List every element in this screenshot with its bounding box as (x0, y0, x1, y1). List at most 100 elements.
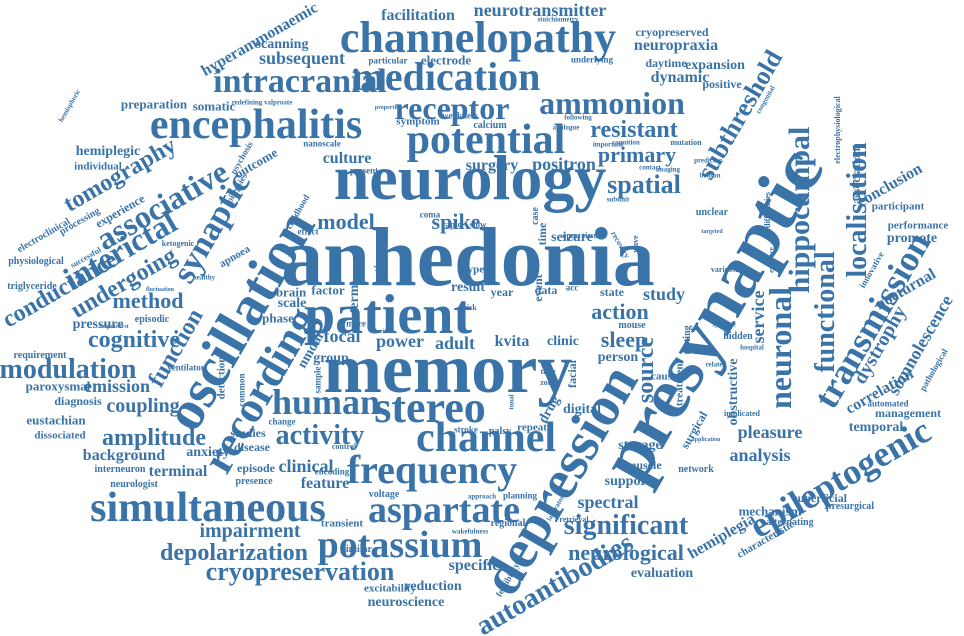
word-presurgical: presurgical (825, 501, 875, 512)
word-contact: contact (639, 163, 661, 172)
word-repeat: repeat (517, 421, 547, 434)
word-clinical: clinical (278, 456, 334, 476)
word-kvita: kvita (494, 333, 530, 350)
word-neuropraxia: neuropraxia (633, 37, 719, 54)
word-human: human (271, 382, 381, 422)
word-clinic: clinic (547, 334, 579, 349)
word-episode: episode (236, 461, 276, 475)
word-significant: significant (563, 510, 689, 541)
word-predictor: predictor (694, 156, 722, 165)
word-phase: phase (262, 310, 294, 326)
word-evaluation: evaluation (630, 566, 694, 581)
word-background: background (82, 447, 166, 464)
word-nanoscale: nanoscale (303, 138, 341, 149)
word-encephalitis: encephalitis (149, 102, 363, 148)
word-redefining-valproate: redefining valproate (231, 98, 293, 107)
word-impairment: impairment (199, 520, 301, 542)
word-aspartate: aspartate (368, 489, 520, 531)
word-dissociated: dissociated (34, 429, 86, 442)
word-daytime: daytime (645, 56, 687, 70)
word-spatial: spatial (607, 170, 681, 199)
word-resistant: resistant (590, 117, 678, 143)
word-performance: performance (887, 219, 949, 232)
word-rating: rating (371, 252, 385, 284)
word-slow: slow (469, 219, 487, 230)
word-difficulties: difficulties (763, 192, 772, 228)
word-factor: factor (311, 282, 345, 298)
word-network: network (678, 464, 714, 475)
word-dynamic: dynamic (650, 69, 710, 86)
word-type: type (463, 263, 485, 276)
word-hidden: hidden (723, 331, 753, 342)
word-temporal: temporal (848, 420, 904, 435)
word-positive: positive (702, 77, 742, 91)
word-approach: approach (467, 492, 497, 501)
word-association: association (849, 147, 863, 205)
word-cognitive: cognitive (88, 327, 180, 353)
word-pressure: pressure (72, 317, 124, 332)
word-paroxysmal: paroxysmal (25, 378, 91, 394)
word-storage: storage (618, 438, 662, 453)
word-mutation: mutation (670, 138, 702, 147)
word-hospital: hospital (740, 343, 764, 352)
word-healthy: healthy (192, 273, 216, 282)
word-pleasure: pleasure (737, 422, 803, 442)
word-event: event (531, 274, 545, 302)
word-eustachian: eustachian (26, 412, 86, 428)
word-planning: planning (502, 490, 538, 501)
word-neurology: neurology (333, 142, 607, 213)
word-neurotransmitter: neurotransmitter (473, 0, 607, 20)
word-scanning: scanning (255, 37, 309, 52)
word-management: management (875, 406, 941, 420)
word-studies: studies (230, 426, 266, 440)
word-crit: crit (377, 329, 387, 335)
word-participant: participant (871, 200, 925, 213)
word-stoichiometry: stoichiometry (537, 15, 579, 24)
word-present: present (349, 165, 379, 176)
word-helpmefirst: helpmefirst (99, 324, 129, 330)
word-imaging: imaging (655, 165, 681, 174)
word-amplitude: amplitude (101, 425, 207, 451)
word-encoding: encoding (314, 466, 350, 477)
word-neurologist: neurologist (110, 479, 158, 490)
word-reduction: reduction (404, 579, 462, 594)
word-preparation: preparation (120, 96, 188, 112)
word-facilitation: facilitation (381, 7, 455, 24)
word-rapid: rapid (441, 219, 463, 230)
word-culture: culture (322, 150, 372, 167)
word-data: data (534, 283, 558, 297)
word-important: important (592, 140, 624, 149)
word-sleep: sleep (600, 327, 648, 352)
word-stroke: stroke (454, 424, 478, 435)
word-detection: detection (215, 356, 228, 400)
word-hemispheric: hemispheric (56, 87, 83, 124)
word-subunit: subunit (606, 195, 630, 204)
word-sample: sample (312, 366, 323, 394)
word-similar: similar (342, 544, 372, 555)
word-scale: scale (277, 296, 307, 311)
word-emission: emission (83, 376, 151, 396)
word-common: common (236, 373, 247, 407)
word-fluctuation: fluctuation (145, 287, 175, 293)
word-alternating: alternating (766, 517, 814, 528)
word-case: case (530, 207, 541, 225)
word-analysis: analysis (729, 445, 791, 465)
word-result: result (451, 280, 485, 295)
word-following: following (564, 113, 592, 122)
word-time: time (535, 222, 549, 246)
word-cognition: cognition (612, 138, 640, 147)
word-frequency: frequency (346, 447, 518, 492)
word-ketogenic: ketogenic (161, 239, 195, 248)
word-targeted: targeted (701, 229, 723, 235)
word-facial: facial (565, 360, 579, 388)
word-person: person (597, 350, 639, 365)
word-potential: potential (406, 117, 566, 163)
word-stereo: stereo (374, 383, 486, 432)
word-functional: functional (810, 251, 841, 373)
word-zone: zone (540, 378, 556, 387)
word-primary: primary (597, 142, 677, 167)
word-evidence: evidence (767, 247, 776, 273)
word-support: support (604, 474, 652, 489)
word-muscle: muscle (626, 458, 662, 472)
word-expansion: expansion (685, 58, 745, 73)
